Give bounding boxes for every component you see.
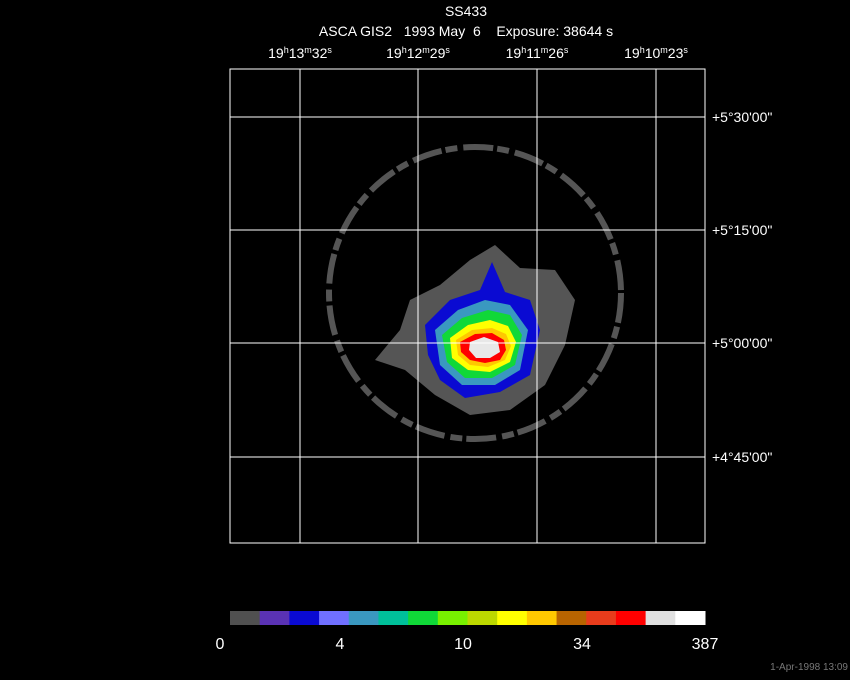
ra-unit: m	[422, 45, 430, 55]
ra-unit: h	[640, 45, 645, 55]
ra-value: 29	[430, 45, 446, 61]
colorbar: 0 4 10 34 387	[216, 611, 719, 653]
colorbar-label: 4	[336, 636, 345, 653]
dec-label: +5°00'00"	[712, 335, 772, 351]
ra-unit: h	[402, 45, 407, 55]
timestamp: 1-Apr-1998 13:09	[770, 662, 848, 673]
ra-value: 19	[268, 45, 284, 61]
colorbar-swatch	[526, 611, 558, 625]
ra-label: 19h12m29s	[386, 45, 450, 61]
ra-value: 10	[645, 45, 661, 61]
colorbar-label: 0	[216, 636, 225, 653]
ra-value: 32	[312, 45, 328, 61]
colorbar-swatch	[408, 611, 439, 625]
ra-labels: 19h13m32s 19h12m29s 19h11m26s 19h10m23s	[268, 45, 688, 61]
ra-value: 13	[289, 45, 305, 61]
ra-label: 19h11m26s	[506, 45, 569, 61]
dec-label: +5°30'00"	[712, 109, 772, 125]
colorbar-swatch	[259, 611, 290, 625]
colorbar-swatch	[348, 611, 379, 625]
ra-label: 19h13m32s	[268, 45, 332, 61]
ra-value: 12	[407, 45, 423, 61]
ra-unit: s	[445, 45, 450, 55]
ra-unit: s	[683, 45, 688, 55]
x-ray-image	[326, 144, 624, 442]
ra-unit: h	[284, 45, 289, 55]
dec-label: +5°15'00"	[712, 222, 772, 238]
subtitle: ASCA GIS2 1993 May 6 Exposure: 38644 s	[319, 23, 613, 39]
colorbar-swatch	[556, 611, 587, 625]
colorbar-label: 34	[573, 636, 591, 653]
colorbar-swatch	[497, 611, 528, 625]
colorbar-swatch	[289, 611, 320, 625]
ra-unit: s	[327, 45, 332, 55]
emission-core	[469, 337, 500, 358]
colorbar-swatch	[615, 611, 647, 625]
dec-label: +4°45'00"	[712, 449, 772, 465]
ra-unit: m	[660, 45, 668, 55]
colorbar-swatch	[437, 611, 468, 625]
ra-unit: s	[564, 45, 569, 55]
coordinate-grid	[229, 68, 706, 544]
ra-unit: m	[304, 45, 312, 55]
ra-value: 19	[506, 45, 522, 61]
title: SS433	[445, 3, 487, 19]
frame	[229, 68, 706, 544]
colorbar-swatch	[586, 611, 617, 625]
ra-value: 23	[668, 45, 684, 61]
colorbar-swatch	[467, 611, 498, 625]
colorbar-label: 387	[692, 636, 719, 653]
ra-value: 19	[624, 45, 640, 61]
dec-labels: +5°30'00" +5°15'00" +5°00'00" +4°45'00"	[712, 109, 772, 465]
ra-value: 11	[526, 45, 541, 61]
colorbar-swatch	[675, 611, 706, 625]
colorbar-swatch	[645, 611, 676, 625]
colorbar-swatch	[230, 611, 261, 625]
colorbar-swatch	[378, 611, 409, 625]
ra-value: 19	[386, 45, 402, 61]
colorbar-swatch	[319, 611, 350, 625]
ra-unit: h	[521, 45, 526, 55]
ra-label: 19h10m23s	[624, 45, 688, 61]
ra-unit: m	[541, 45, 549, 55]
colorbar-label: 10	[454, 636, 472, 653]
ra-value: 26	[548, 45, 564, 61]
ring	[326, 144, 624, 442]
